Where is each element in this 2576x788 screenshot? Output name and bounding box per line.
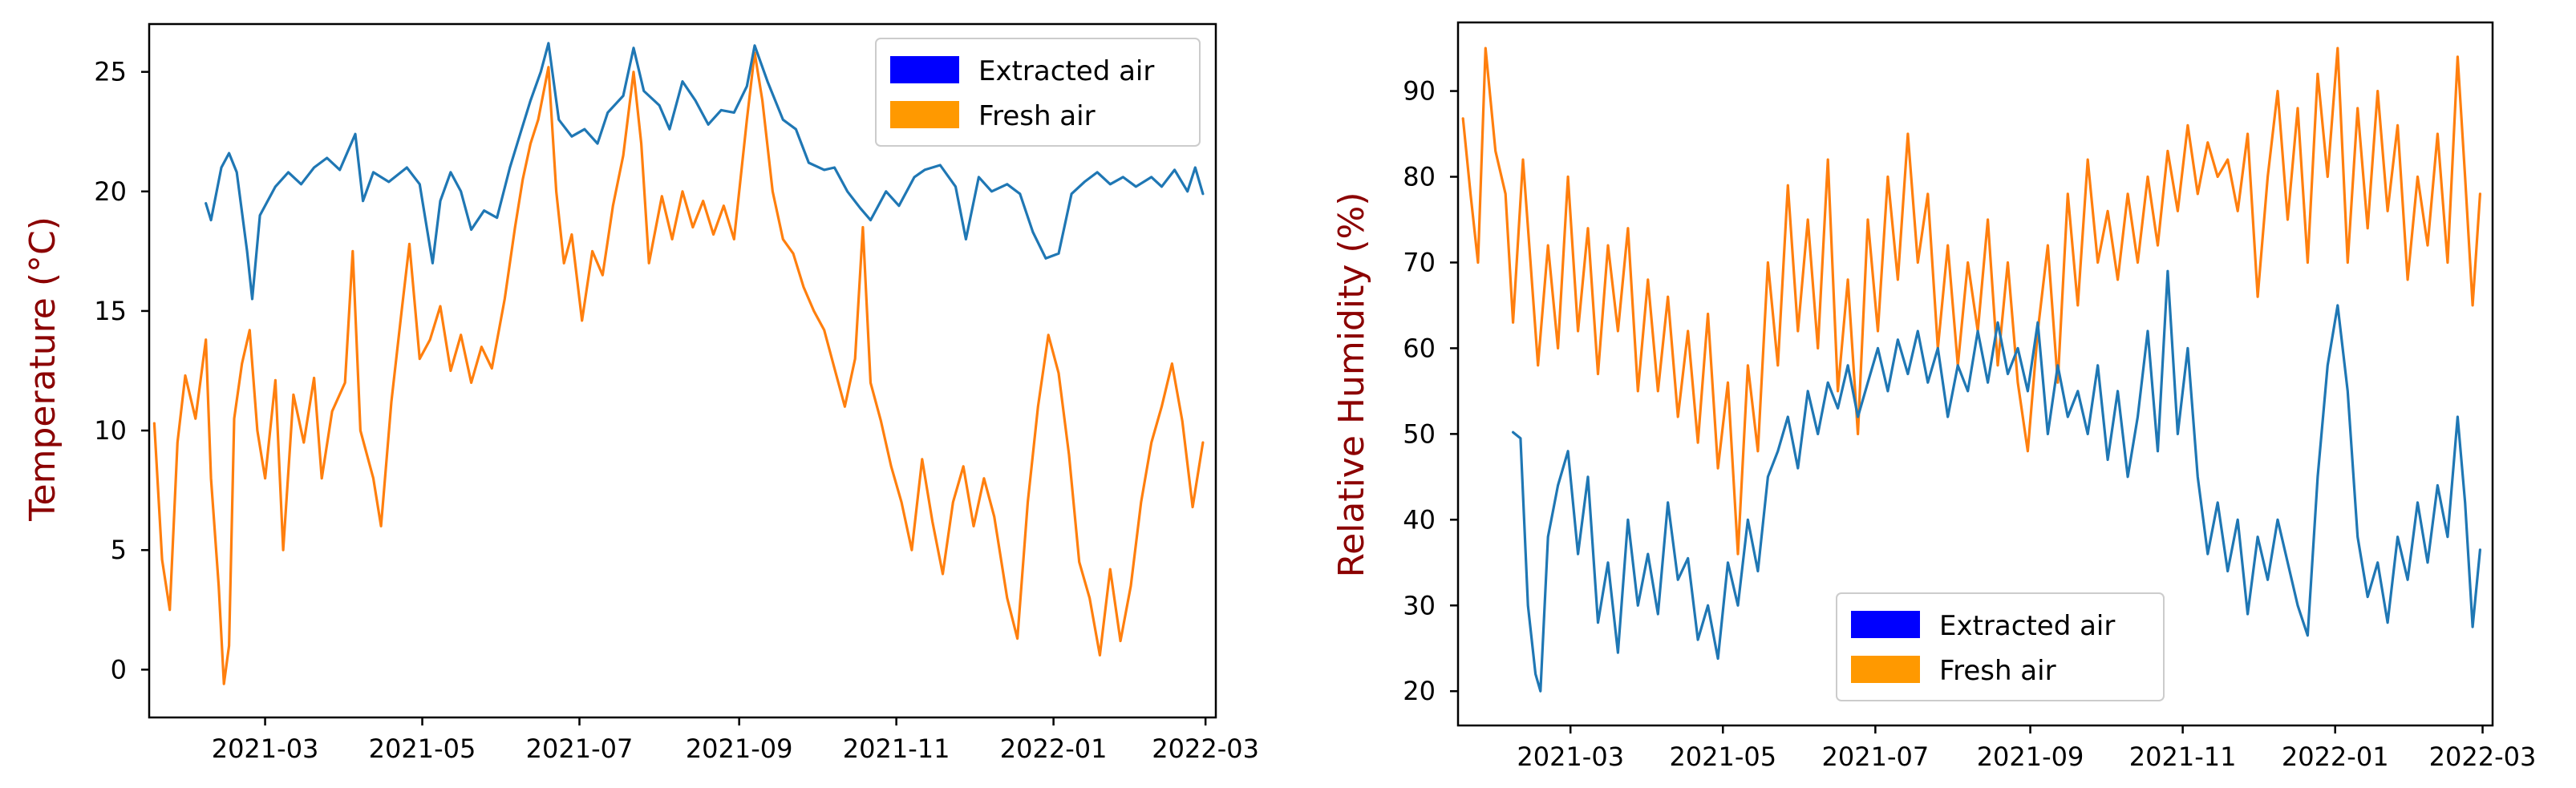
humidity-series [1461,46,2481,693]
temperature-y-tick-label: 0 [111,654,127,685]
temperature-series [152,42,1205,685]
temperature-y-axis-label: Temperature (°C) [22,216,63,522]
humidity-y-tick-label: 40 [1403,504,1436,535]
humidity-legend-label-extracted: Extracted air [1939,610,2115,642]
humidity-x-tick-label: 2021-09 [1977,742,2084,772]
temperature-y-tick-label: 15 [94,296,127,326]
temperature-legend-label-extracted: Extracted air [978,55,1154,87]
humidity-y-tick-label: 80 [1403,162,1436,192]
temperature-x-tick-label: 2021-07 [526,733,634,764]
humidity-legend-label-fresh: Fresh air [1939,655,2056,687]
humidity-y-tick-label: 90 [1403,76,1436,107]
temperature-series-extracted-air-line [205,42,1205,301]
temperature-y-tick-label: 20 [94,176,127,207]
humidity-legend-swatch-fresh [1851,656,1920,683]
temperature-x-tick-label: 2022-01 [1000,733,1108,764]
temperature-x-tick-label: 2021-09 [686,733,793,764]
temperature-legend: Extracted air Fresh air [875,38,1201,147]
temperature-x-tick-label: 2021-03 [212,733,319,764]
humidity-y-axis-label: Relative Humidity (%) [1331,192,1372,577]
humidity-plot-frame [1456,21,2494,727]
temperature-y-tick-label: 5 [111,535,127,565]
humidity-x-tick-label: 2022-03 [2429,742,2537,772]
humidity-x-tick-label: 2021-07 [1822,742,1930,772]
temperature-x-tick-label: 2021-11 [843,733,950,764]
humidity-y-tick-label: 70 [1403,247,1436,277]
humidity-series-fresh-air-line [1461,46,2481,556]
humidity-chart: Relative Humidity (%) 20 30 40 50 60 70 80 90 2… [1331,21,2536,772]
humidity-y-tick-label: 20 [1403,676,1436,706]
humidity-legend-swatch-extracted [1851,611,1920,638]
temperature-plot-frame [148,22,1217,719]
humidity-legend: Extracted air Fresh air [1836,592,2165,701]
temperature-y-tick-label: 25 [94,57,127,87]
humidity-x-tick-label: 2021-05 [1669,742,1776,772]
temperature-x-ticks: 2021-03 2021-05 2021-07 2021-09 2021-11 2022-… [212,717,1259,764]
humidity-x-tick-label: 2021-11 [2129,742,2237,772]
temperature-x-tick-label: 2021-05 [369,733,476,764]
temperature-y-tick-label: 10 [94,415,127,446]
temperature-legend-label-fresh: Fresh air [978,100,1096,132]
temperature-legend-swatch-fresh [890,101,959,128]
humidity-x-tick-label: 2021-03 [1517,742,1624,772]
humidity-y-tick-label: 30 [1403,590,1436,620]
temperature-y-ticks: 0 5 10 15 20 25 [94,57,149,685]
humidity-x-tick-label: 2022-01 [2282,742,2389,772]
humidity-y-ticks: 20 30 40 50 60 70 80 90 [1403,76,1458,706]
temperature-x-tick-label: 2022-03 [1152,733,1259,764]
humidity-y-tick-label: 60 [1403,333,1436,363]
temperature-legend-swatch-extracted [890,56,959,83]
temperature-series-fresh-air-line [152,51,1205,685]
humidity-y-tick-label: 50 [1403,418,1436,449]
humidity-series-extracted-air-line [1511,269,2481,693]
humidity-x-ticks: 2021-03 2021-05 2021-07 2021-09 2021-11 2022-… [1517,725,2536,772]
